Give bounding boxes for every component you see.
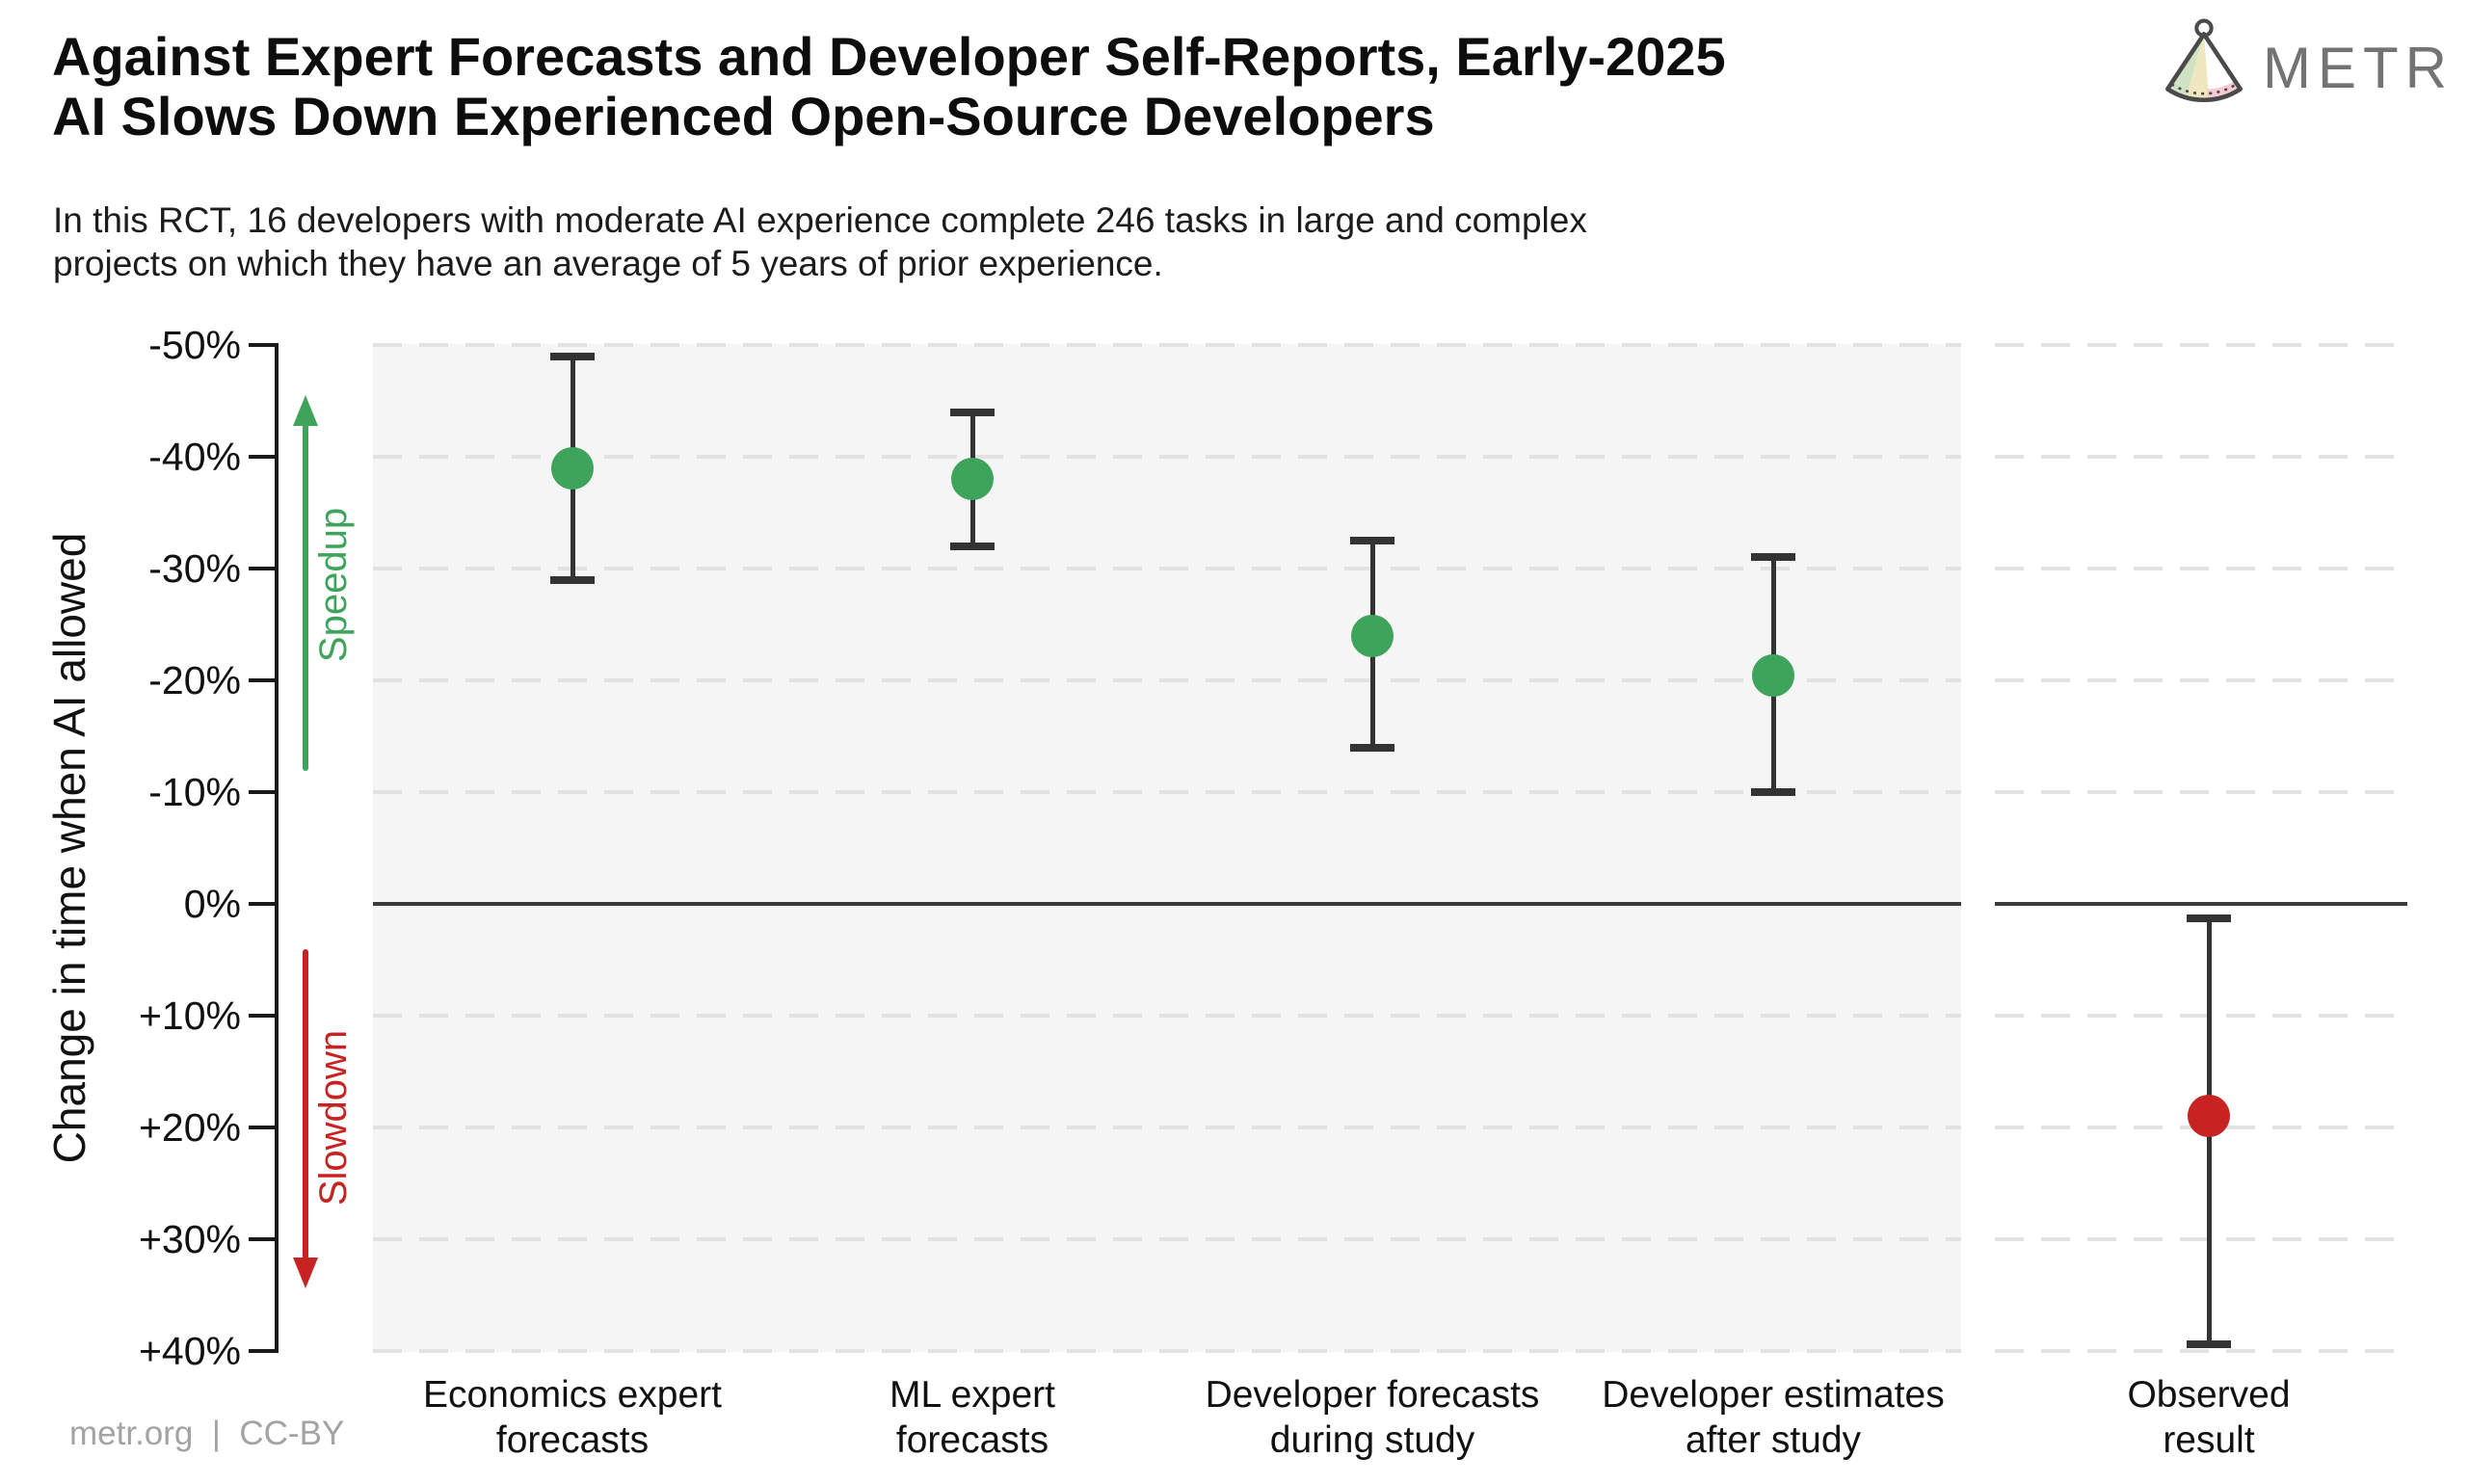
gridline	[1995, 455, 2407, 459]
error-bar-cap-bottom	[550, 575, 595, 584]
error-bar-cap-bottom	[1751, 788, 1795, 796]
category-label-line2: forecasts	[895, 1419, 1049, 1461]
gridline	[1995, 567, 2407, 570]
category-label-line2: result	[2163, 1419, 2255, 1461]
category-label: Developer estimates after study	[1503, 1372, 2043, 1463]
gridline	[373, 1126, 1961, 1129]
y-tick-mark	[249, 678, 277, 682]
speedup-arrow	[303, 422, 308, 771]
y-tick-label: 0%	[183, 882, 241, 926]
y-tick-mark	[249, 1014, 277, 1018]
category-label: ML expert forecasts	[703, 1372, 1242, 1463]
error-bar-cap-top	[950, 408, 995, 416]
category-label-line1: Developer forecasts	[1205, 1374, 1540, 1416]
gridline	[373, 678, 1961, 682]
plot-panel-observed	[1995, 344, 2407, 1352]
category-label-line1: Observed	[2127, 1374, 2291, 1416]
error-bar-cap-top	[550, 352, 595, 360]
category-label: Economics expert forecasts	[303, 1372, 842, 1463]
speedup-label: Speedup	[311, 507, 355, 663]
attribution: metr.org | CC-BY	[69, 1415, 345, 1452]
category-label-line1: Developer estimates	[1602, 1374, 1945, 1416]
category-label-line2: during study	[1269, 1419, 1475, 1461]
error-bar-cap-top	[1350, 537, 1394, 544]
y-tick-mark	[249, 1349, 277, 1353]
gridline	[1995, 678, 2407, 682]
gridline	[1995, 790, 2407, 794]
category-label: Observed result	[1939, 1372, 2469, 1463]
category-label: Developer forecasts during study	[1102, 1372, 1642, 1463]
y-tick-label: -40%	[148, 435, 241, 479]
slowdown-arrow	[303, 949, 308, 1259]
y-tick-mark	[249, 455, 277, 459]
y-tick-label: -30%	[148, 546, 241, 591]
y-tick-mark	[249, 343, 277, 347]
point-dot	[2188, 1095, 2230, 1138]
zero-baseline	[373, 902, 1961, 906]
category-label-line1: Economics expert	[423, 1374, 722, 1416]
category-label-line2: forecasts	[495, 1419, 650, 1461]
y-tick-mark	[249, 790, 277, 794]
error-bar-cap-top	[1751, 553, 1795, 562]
error-bar-cap-top	[2187, 914, 2231, 923]
y-tick-label: +20%	[138, 1105, 241, 1150]
chart-subtitle-line1: In this RCT, 16 developers with moderate…	[53, 200, 1587, 240]
point-dot	[1351, 614, 1394, 657]
y-axis-line	[275, 343, 279, 1353]
plot-panel-forecasts	[373, 344, 1961, 1352]
slowdown-arrow-icon	[293, 1258, 318, 1288]
gridline	[373, 567, 1961, 570]
error-bar-cap-bottom	[2187, 1340, 2231, 1349]
y-tick-mark	[249, 902, 277, 906]
gridline	[373, 1014, 1961, 1018]
point-dot	[1752, 654, 1794, 698]
chart-subtitle: In this RCT, 16 developers with moderate…	[53, 199, 1587, 285]
y-axis-title: Change in time when AI allowed	[44, 532, 94, 1164]
gridline	[373, 790, 1961, 794]
speedup-arrow-icon	[293, 395, 318, 426]
category-label-line2: after study	[1685, 1419, 1862, 1461]
gridline	[1995, 1237, 2407, 1241]
metr-logo-text: METR	[2263, 36, 2454, 100]
y-tick-label: -10%	[148, 770, 241, 814]
gridline	[373, 1237, 1961, 1241]
y-tick-label: -50%	[148, 323, 241, 367]
category-label-line1: ML expert	[889, 1374, 1055, 1416]
gridline	[1995, 1349, 2407, 1353]
point-dot	[951, 458, 994, 501]
error-bar-cap-bottom	[1350, 743, 1394, 752]
chart-title-line1: Against Expert Forecasts and Developer S…	[52, 26, 1726, 87]
gridline	[1995, 343, 2407, 347]
y-tick-label: +40%	[138, 1329, 241, 1373]
chart-title: Against Expert Forecasts and Developer S…	[52, 27, 1726, 146]
chart-title-line2: AI Slows Down Experienced Open-Source De…	[52, 86, 1435, 146]
y-tick-label: +10%	[138, 994, 241, 1038]
zero-baseline	[1995, 902, 2407, 906]
chart-subtitle-line2: projects on which they have an average o…	[53, 244, 1163, 283]
slowdown-label: Slowdown	[311, 1029, 355, 1206]
error-bar-cap-bottom	[950, 542, 995, 550]
gridline	[1995, 1014, 2407, 1018]
metr-logo-icon	[2164, 18, 2243, 103]
y-tick-label: +30%	[138, 1217, 241, 1261]
y-tick-mark	[249, 1237, 277, 1241]
gridline	[373, 1349, 1961, 1353]
gridline	[373, 343, 1961, 347]
y-tick-label: -20%	[148, 658, 241, 702]
gridline	[373, 455, 1961, 459]
point-dot	[551, 446, 594, 490]
y-tick-mark	[249, 1126, 277, 1129]
y-tick-mark	[249, 567, 277, 570]
